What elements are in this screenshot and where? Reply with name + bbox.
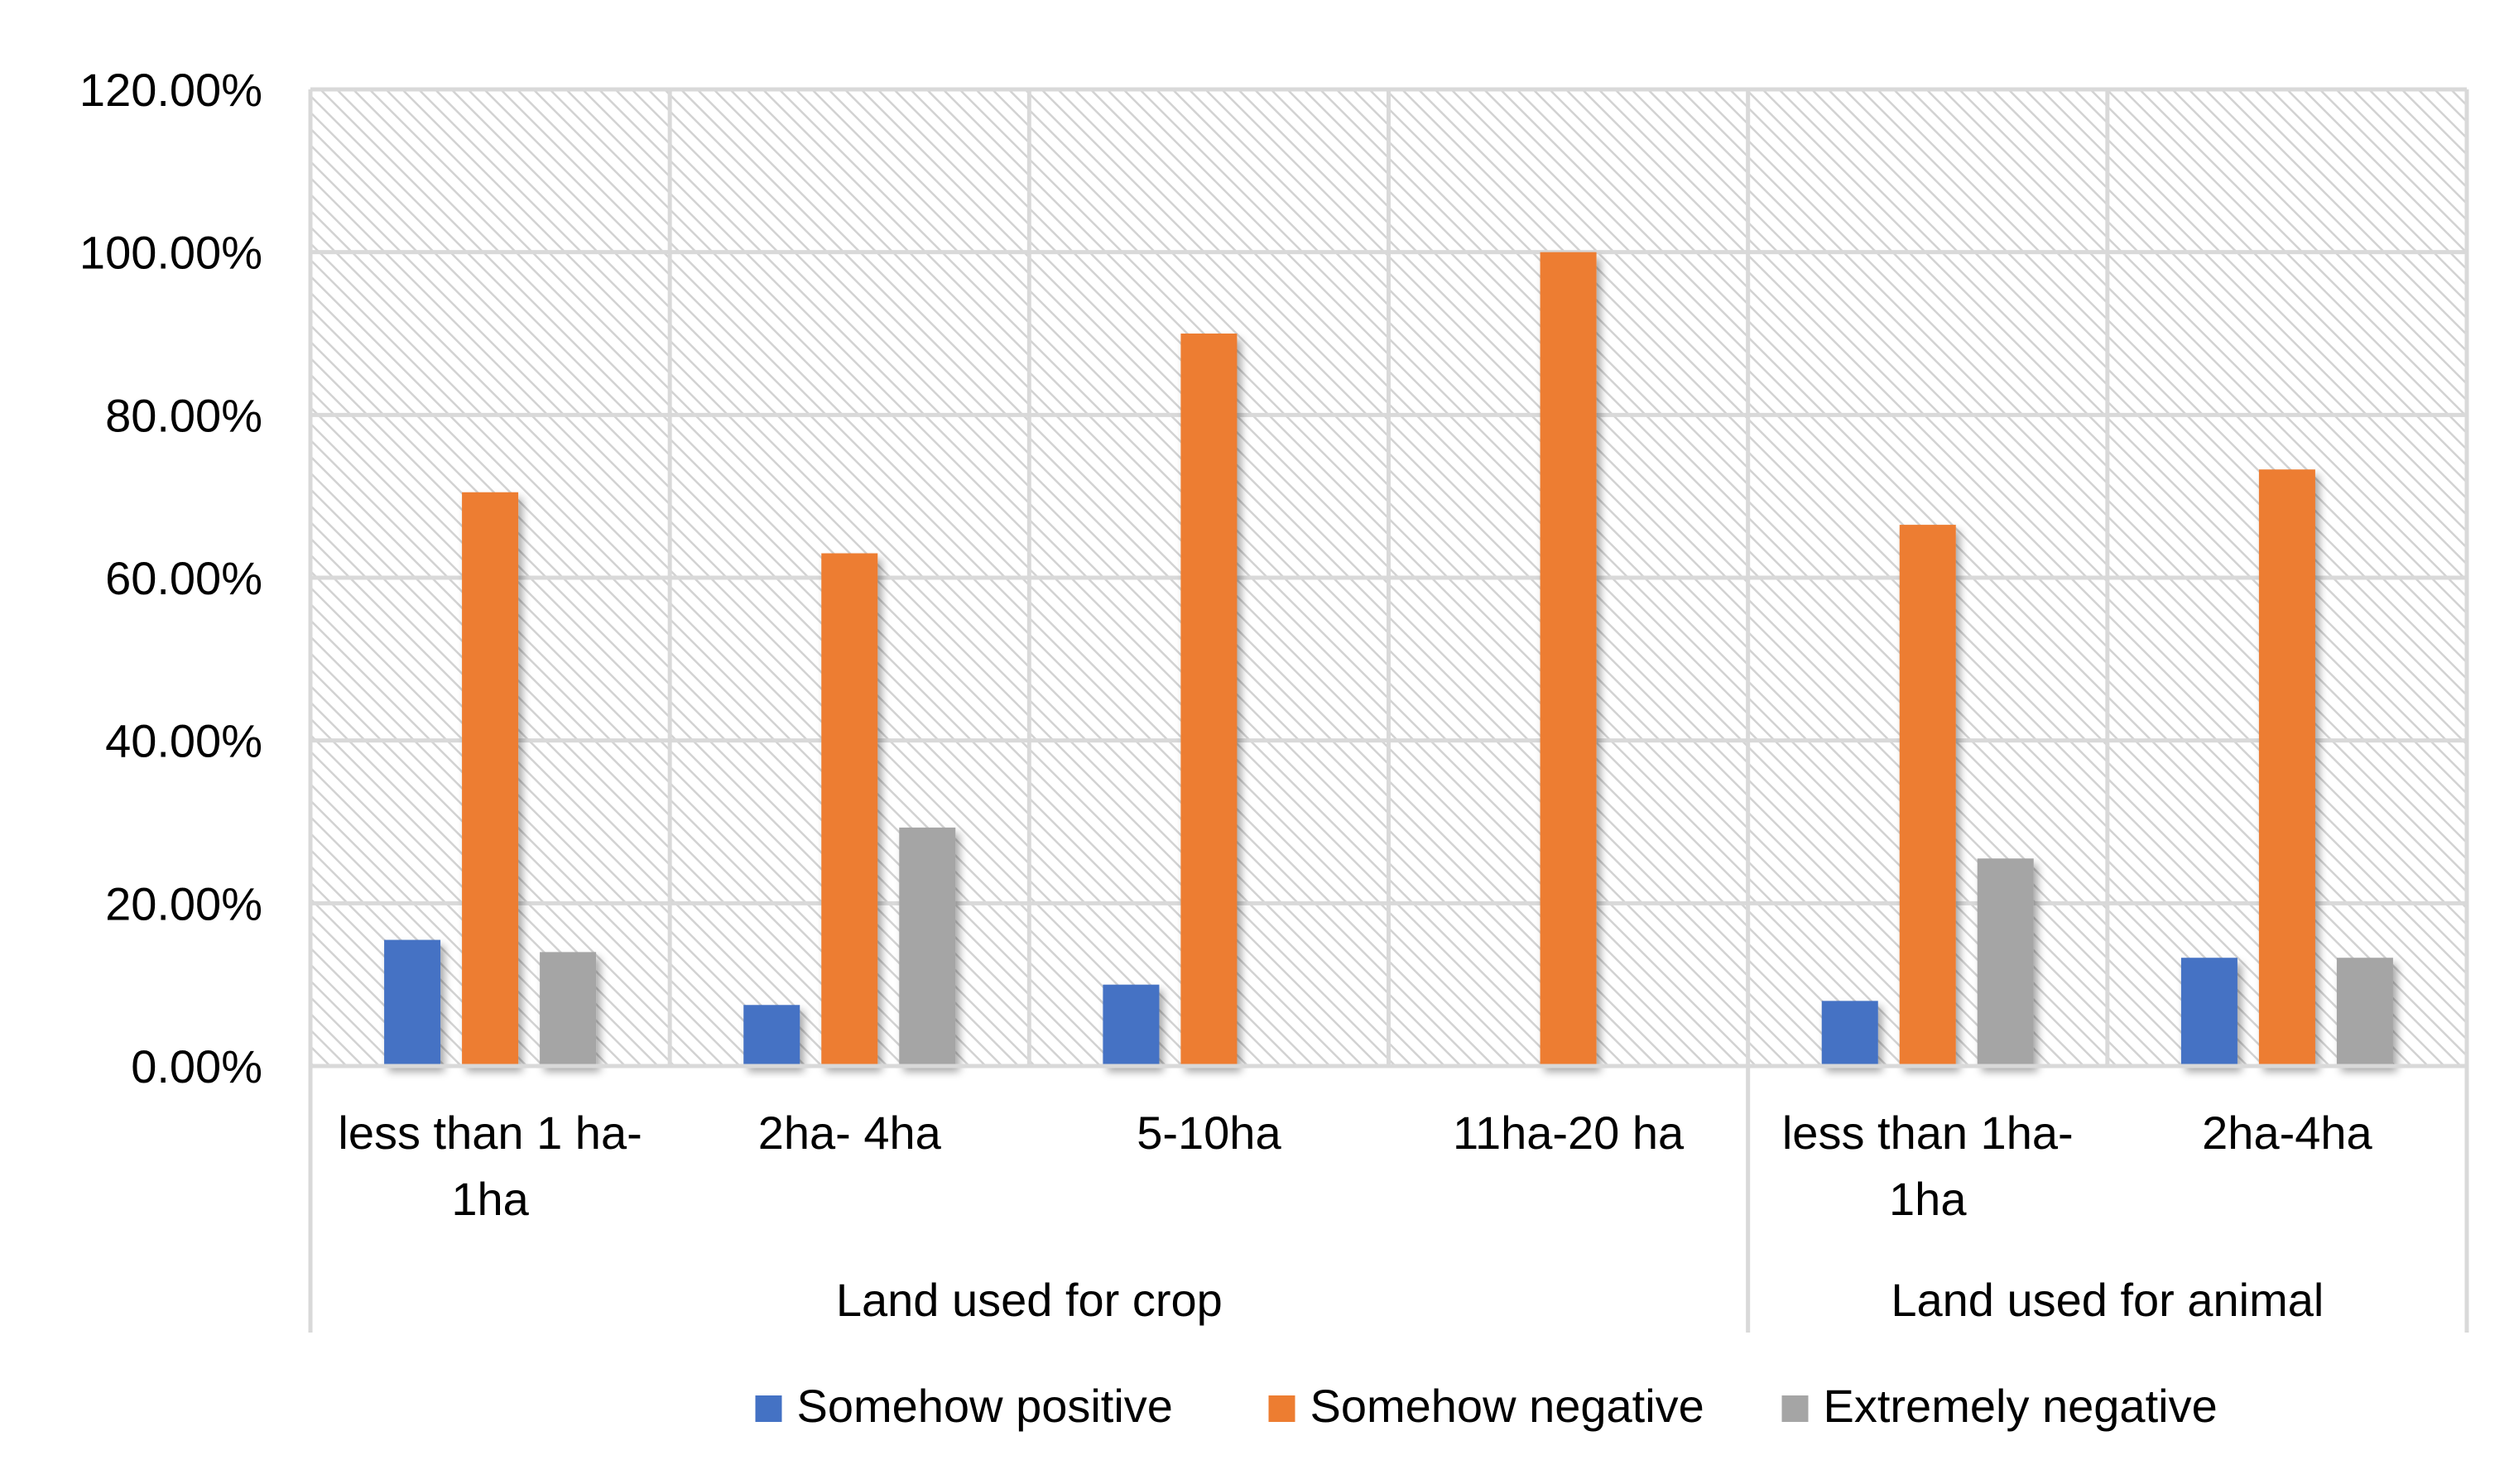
bar [2258, 469, 2315, 1066]
legend-label: Extremely negative [1824, 1380, 2218, 1432]
bar [540, 952, 597, 1066]
bar [1977, 858, 2034, 1066]
legend-swatch [755, 1395, 782, 1422]
bar [1899, 525, 1956, 1066]
legend-item: Somehow positive [755, 1380, 1173, 1432]
x-group-label: Land used for crop [836, 1274, 1223, 1326]
y-tick-label: 60.00% [105, 552, 262, 604]
legend-swatch [1268, 1395, 1295, 1422]
bar [2336, 958, 2393, 1066]
y-tick-label: 40.00% [105, 715, 262, 767]
bar [743, 1005, 800, 1066]
bar [899, 827, 956, 1066]
bar [2180, 958, 2237, 1066]
legend-label: Somehow negative [1310, 1380, 1704, 1432]
bar [384, 939, 441, 1066]
legend-item: Extremely negative [1781, 1380, 2218, 1432]
legend-swatch [1781, 1395, 1809, 1422]
x-category-label: 5-10ha [1137, 1107, 1281, 1159]
bar [821, 553, 878, 1066]
y-tick-label: 0.00% [131, 1040, 262, 1093]
bar [1103, 984, 1160, 1066]
x-category-label: less than 1 ha- [338, 1107, 642, 1159]
legend-label: Somehow positive [797, 1380, 1173, 1432]
y-tick-label: 20.00% [105, 877, 262, 929]
bar [462, 492, 519, 1066]
y-tick-label: 80.00% [105, 389, 262, 441]
x-category-label: less than 1ha- [1782, 1107, 2074, 1159]
x-category-label: 1ha [451, 1173, 529, 1225]
bar [1821, 1001, 1878, 1066]
legend-item: Somehow negative [1268, 1380, 1704, 1432]
x-category-label: 11ha-20 ha [1453, 1107, 1685, 1159]
x-group-label: Land used for animal [1891, 1274, 2324, 1326]
x-category-label: 1ha [1889, 1173, 1967, 1225]
x-category-label: 2ha- 4ha [758, 1107, 942, 1159]
bar [1180, 334, 1238, 1066]
bar [1540, 252, 1597, 1067]
y-tick-label: 100.00% [79, 227, 262, 279]
x-category-label: 2ha-4ha [2202, 1107, 2372, 1159]
y-tick-label: 120.00% [79, 64, 262, 116]
